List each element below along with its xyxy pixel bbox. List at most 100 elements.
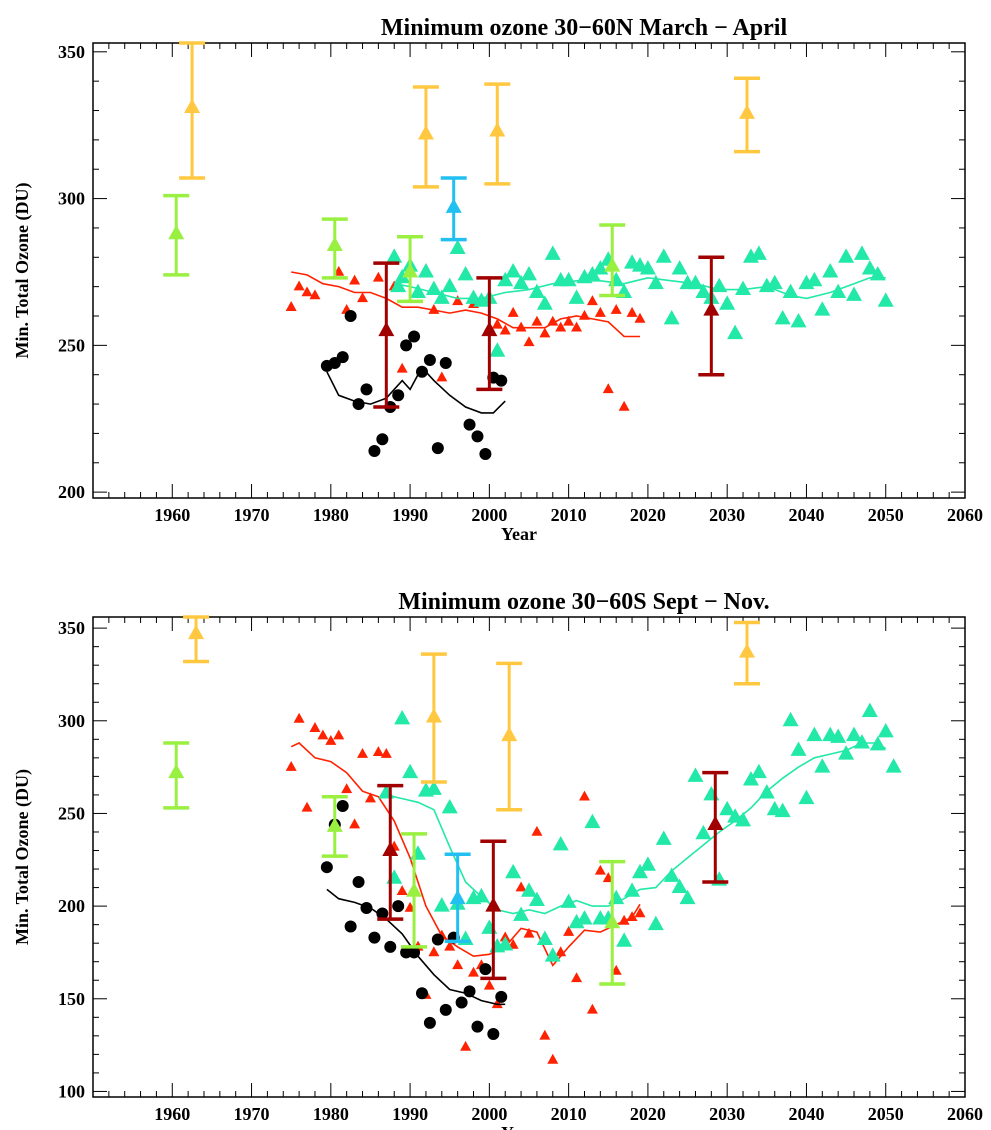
y-tick-label: 300 [58, 189, 85, 209]
error-bar-mean [445, 198, 462, 213]
observation-point [400, 339, 413, 352]
model-teal-point [750, 245, 767, 260]
observation-point [352, 876, 365, 889]
observation-point [431, 442, 444, 455]
model-teal-point [822, 263, 839, 278]
model-teal-point [528, 283, 545, 298]
model-teal-point [719, 295, 736, 310]
chart-title: Minimum ozone 30−60N March − April [381, 15, 788, 41]
x-tick-label: 2010 [551, 1104, 587, 1124]
error-bar-mean [406, 882, 423, 897]
x-axis-label: Year [501, 1123, 537, 1130]
model-teal-point [536, 295, 553, 310]
y-axis-label: Min. Total Ozone (DU) [12, 769, 33, 945]
model-teal-point [790, 741, 807, 756]
x-tick-label: 1970 [234, 505, 270, 525]
model-red-point [594, 864, 606, 875]
model-teal-point [433, 897, 450, 912]
model-teal-point [521, 265, 537, 281]
error-bar-mean [168, 224, 185, 240]
model-teal-point [806, 726, 823, 742]
error-bar-mean [188, 624, 205, 640]
x-tick-label: 2040 [788, 505, 824, 525]
model-teal-point [616, 932, 633, 947]
model-red-line [290, 742, 641, 967]
chart-title: Minimum ozone 30−60S Sept − Nov. [398, 589, 769, 615]
model-red-point [563, 315, 575, 326]
error-bar-mean [326, 236, 343, 252]
model-teal-point [830, 728, 847, 743]
observation-point [495, 990, 508, 1003]
model-teal-point [631, 863, 648, 879]
model-red-point [460, 1040, 472, 1051]
error-bar-mean [485, 897, 502, 912]
model-red-point [531, 315, 543, 326]
model-teal-point [521, 882, 537, 897]
model-teal-point [679, 889, 696, 905]
model-red-point [333, 729, 345, 740]
model-teal-point [719, 800, 736, 816]
model-teal-point [782, 711, 799, 727]
x-tick-label: 1980 [313, 1104, 349, 1124]
y-tick-label: 200 [58, 482, 85, 502]
y-tick-label: 250 [58, 803, 85, 823]
model-teal-point [505, 863, 522, 879]
observation-point [344, 310, 357, 322]
error-bar-mean [481, 321, 498, 337]
model-red-point [357, 292, 369, 303]
x-tick-label: 1990 [392, 505, 428, 525]
error-bar-mean [382, 841, 399, 856]
model-red-point [507, 306, 519, 317]
model-red-point [452, 959, 464, 970]
model-red-point [301, 286, 313, 297]
model-red-point [372, 746, 384, 757]
observation-point [455, 996, 468, 1009]
observation-point [336, 800, 349, 813]
model-teal-point [671, 878, 688, 894]
observation-point [368, 931, 381, 944]
model-red-point [563, 925, 575, 936]
observation-point [479, 963, 492, 976]
observation-point [320, 861, 333, 874]
observation-point [495, 374, 508, 387]
model-red-point [602, 383, 614, 394]
observation-point [423, 354, 436, 367]
error-bar-mean [168, 763, 185, 779]
model-red-point [547, 315, 559, 326]
model-red-point [317, 729, 329, 740]
x-axis-label: Year [501, 524, 537, 544]
model-teal-point [639, 856, 656, 871]
model-teal-point [441, 277, 458, 293]
model-teal-point [663, 867, 680, 882]
model-teal-point [838, 248, 855, 263]
observation-point [360, 383, 373, 396]
model-teal-point [655, 248, 672, 263]
model-teal-point [695, 824, 712, 840]
error-bar-mean [707, 815, 724, 831]
model-red-point [396, 362, 408, 373]
model-teal-point [481, 919, 498, 934]
model-teal-point [584, 265, 601, 281]
model-teal-point [410, 845, 427, 860]
y-tick-label: 250 [58, 335, 85, 355]
model-teal-point [497, 936, 514, 951]
data-layer [163, 41, 894, 460]
model-teal-point [814, 758, 831, 773]
model-teal-point [814, 301, 831, 316]
model-red-point [349, 818, 361, 829]
x-tick-label: 1960 [154, 1104, 190, 1124]
data-layer [163, 615, 902, 1064]
model-teal-point [687, 767, 704, 782]
model-teal-point [441, 798, 458, 814]
model-teal-point [687, 274, 704, 290]
model-red-point [491, 998, 503, 1009]
y-tick-label: 100 [58, 1081, 85, 1101]
x-tick-label: 1970 [234, 1104, 270, 1124]
error-bar-mean [489, 122, 506, 137]
model-teal-point [592, 260, 609, 275]
observation-line [326, 370, 506, 414]
error-bar-mean [604, 913, 621, 929]
model-red-point [357, 748, 369, 758]
model-teal-point [735, 811, 752, 827]
